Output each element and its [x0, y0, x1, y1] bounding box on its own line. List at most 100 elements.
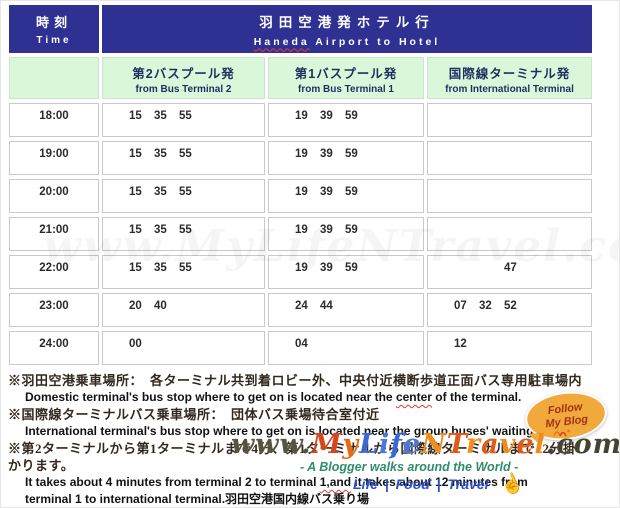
column-header-row: 第2バスプール発 from Bus Terminal 2 第1バスプール発 fr… — [9, 57, 592, 99]
time-cell: 22:00 — [9, 255, 99, 289]
note-transfer-en-line2: terminal 1 to international terminal.羽田空… — [25, 492, 370, 506]
watermark-letter: e — [516, 429, 535, 460]
minute-value: 59 — [345, 110, 358, 122]
note-domestic-en-post: of the terminal. — [431, 390, 522, 404]
minute-value: 52 — [504, 300, 517, 312]
minute-value: 07 — [454, 300, 467, 312]
minute-value: 35 — [154, 224, 167, 236]
blog-topics: Life | Food | Travel — [353, 476, 489, 492]
main-header-row: 時刻 Time 羽田空港発ホテル行 Haneda Airport to Hote… — [9, 5, 592, 53]
minute-value: 19 — [295, 110, 308, 122]
minutes-cell: 47 — [427, 255, 592, 289]
table-row: 23:00 20 40 24 44 07 32 52 — [9, 293, 592, 327]
minute-value: 35 — [154, 262, 167, 274]
note-transfer-en-line1: It takes about 4 minutes from terminal 2… — [25, 474, 619, 491]
minute-value: 12 — [454, 338, 467, 350]
minutes-cell: 19 39 59 — [268, 255, 424, 289]
minutes-cell: 00 — [102, 331, 265, 365]
minute-value: 04 — [295, 338, 308, 350]
minutes-cell — [427, 103, 592, 137]
minute-value: 47 — [504, 262, 517, 274]
watermark-letter: M — [311, 429, 343, 460]
note-international-jp: ※国際線ターミナルバス乗車場所： 団体バス乗場待合室付近 — [8, 407, 380, 422]
route-title-en-word1: Haneda — [253, 35, 310, 48]
column-header-terminal1: 第1バスプール発 from Bus Terminal 1 — [268, 57, 424, 99]
time-cell: 24:00 — [9, 331, 99, 365]
route-title-en-rest: Airport to Hotel — [309, 35, 441, 48]
minute-value: 39 — [320, 262, 333, 274]
note-transfer-en-wavy: 1,and — [319, 475, 352, 489]
time-cell: 18:00 — [9, 103, 99, 137]
minute-value: 55 — [179, 262, 192, 274]
terminal1-label-jp: 第1バスプール発 — [294, 67, 398, 81]
table-row: 21:00 15 35 55 19 39 59 — [9, 217, 592, 251]
minute-value: 35 — [154, 186, 167, 198]
minute-value: 32 — [479, 300, 492, 312]
minute-value: 19 — [295, 224, 308, 236]
bus-timetable: 時刻 Time 羽田空港発ホテル行 Haneda Airport to Hote… — [6, 1, 595, 369]
minute-value: 35 — [154, 110, 167, 122]
minute-value: 19 — [295, 186, 308, 198]
watermark-letter: e — [402, 429, 422, 460]
note-transfer-en-post: it takes about 12 minutes from — [351, 475, 528, 489]
international-label-en: from International Terminal — [445, 84, 574, 95]
note-transfer-en-pre: It takes about 4 minutes from terminal 2… — [25, 475, 320, 489]
minute-value: 55 — [179, 148, 192, 160]
watermark-letter: f — [390, 429, 403, 460]
column-header-international: 国際線ターミナル発 from International Terminal — [427, 57, 592, 99]
watermark-letter: L — [359, 429, 379, 460]
minute-value: 15 — [129, 262, 142, 274]
minutes-cell: 15 35 55 — [102, 255, 265, 289]
route-title-en: Haneda Airport to Hotel — [103, 36, 591, 48]
minute-value: 15 — [129, 186, 142, 198]
watermark-letter: T — [446, 429, 466, 460]
watermark-letter: i — [379, 429, 391, 460]
note-domestic-en-wavy: center — [395, 390, 432, 404]
timetable-body: 18:00 15 35 55 19 39 59 19:00 15 35 55 19 39 59 20:00 1… — [9, 103, 592, 365]
terminal2-label-en: from Bus Terminal 2 — [135, 84, 232, 95]
minute-value: 59 — [345, 224, 358, 236]
minutes-cell — [427, 179, 592, 213]
blog-tagline: - A Blogger walks around the World - — [300, 460, 519, 474]
minute-value: 59 — [345, 186, 358, 198]
minute-value: 55 — [179, 186, 192, 198]
time-label-jp: 時刻 — [35, 15, 72, 30]
terminal1-label-en: from Bus Terminal 1 — [298, 84, 394, 95]
minute-value: 35 — [154, 148, 167, 160]
minute-value: 59 — [345, 262, 358, 274]
minutes-cell: 19 39 59 — [268, 103, 424, 137]
table-row: 18:00 15 35 55 19 39 59 — [9, 103, 592, 137]
watermark-letter: .com — [545, 429, 620, 460]
watermark-letter: v — [499, 429, 517, 460]
time-cell: 19:00 — [9, 141, 99, 175]
minutes-cell — [427, 141, 592, 175]
minute-value: 15 — [129, 148, 142, 160]
note-boarding-jp: ※羽田空港乗車場所： 各ターミナル共到着ロビー外、中央付近横断歩道正面バス専用駐… — [8, 373, 583, 388]
watermark-letter: N — [421, 429, 447, 460]
doodle-icon — [552, 425, 572, 443]
minute-value: 20 — [129, 300, 142, 312]
notes-section: ※羽田空港乗車場所： 各ターミナル共到着ロビー外、中央付近横断歩道正面バス専用駐… — [8, 372, 619, 507]
minutes-cell: 19 39 59 — [268, 141, 424, 175]
terminal2-label-jp: 第2バスプール発 — [132, 67, 235, 81]
minutes-cell: 15 35 55 — [102, 141, 265, 175]
table-row: 20:00 15 35 55 19 39 59 — [9, 179, 592, 213]
minute-value: 39 — [320, 224, 333, 236]
minute-value: 19 — [295, 262, 308, 274]
note-international-en: International terminal's bus stop where … — [25, 424, 571, 438]
route-title-cell: 羽田空港発ホテル行 Haneda Airport to Hotel — [102, 5, 592, 53]
minutes-cell: 24 44 — [268, 293, 424, 327]
time-cell: 20:00 — [9, 179, 99, 213]
minutes-cell: 15 35 55 — [102, 179, 265, 213]
watermark-letter: r — [465, 429, 482, 460]
watermark-letter: a — [481, 429, 500, 460]
minutes-cell: 12 — [427, 331, 592, 365]
minute-value: 55 — [179, 224, 192, 236]
column-header-terminal2: 第2バスプール発 from Bus Terminal 2 — [102, 57, 265, 99]
minute-value: 24 — [295, 300, 308, 312]
minute-value: 19 — [295, 148, 308, 160]
time-header-cell: 時刻 Time — [9, 5, 99, 53]
minutes-cell: 20 40 — [102, 293, 265, 327]
minute-value: 39 — [320, 110, 333, 122]
